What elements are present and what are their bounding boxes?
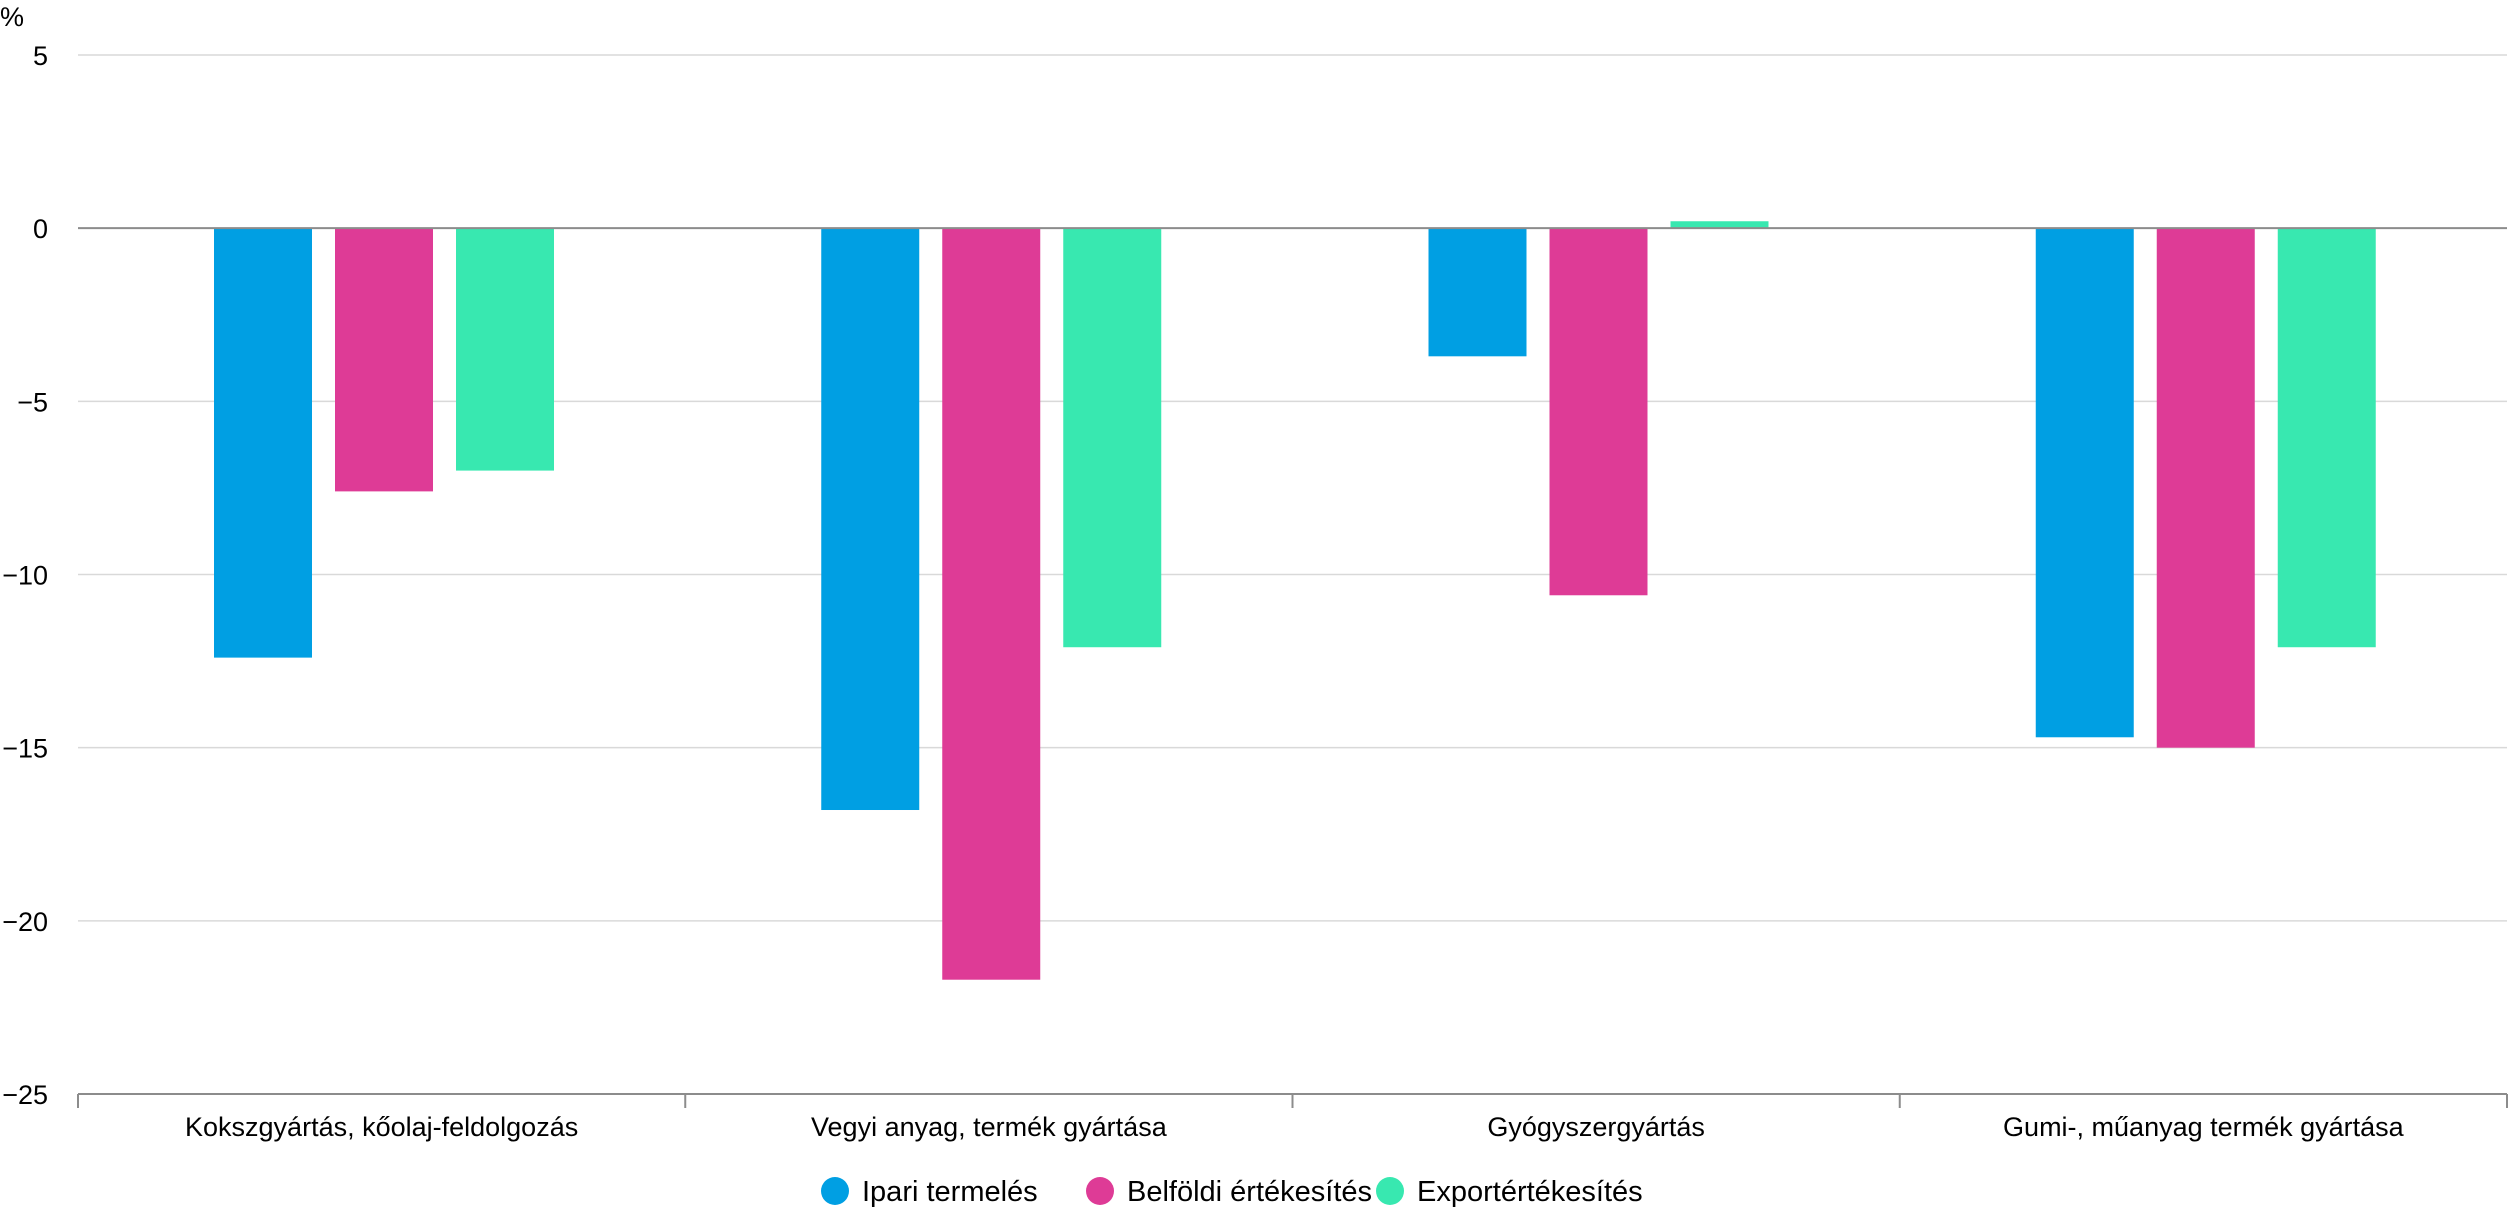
bar bbox=[1428, 228, 1527, 357]
grid-lines bbox=[78, 54, 2507, 922]
bar bbox=[1670, 221, 1769, 229]
y-tick-label: −15 bbox=[2, 734, 48, 764]
bar bbox=[456, 228, 554, 471]
legend-label: Exportértékesítés bbox=[1417, 1176, 1643, 1208]
legend-marker bbox=[1376, 1177, 1404, 1205]
legend-item[interactable]: Ipari termelés bbox=[821, 1176, 1038, 1208]
category-labels: Kokszgyártás, kőolaj-feldolgozás Vegyi an… bbox=[185, 1112, 2405, 1142]
category-label: Vegyi anyag, termék gyártása bbox=[811, 1112, 1168, 1142]
bar bbox=[2156, 228, 2255, 748]
bars bbox=[214, 221, 2376, 980]
y-unit-label: % bbox=[0, 2, 24, 32]
bar bbox=[335, 228, 433, 492]
legend-marker bbox=[821, 1177, 849, 1205]
y-tick-label: −5 bbox=[17, 387, 48, 417]
axes bbox=[77, 227, 2508, 1108]
legend-item[interactable]: Belföldi értékesítés bbox=[1086, 1176, 1372, 1208]
legend-label: Belföldi értékesítés bbox=[1127, 1176, 1372, 1208]
category-label: Gyógyszergyártás bbox=[1487, 1112, 1705, 1142]
category-label: Kokszgyártás, kőolaj-feldolgozás bbox=[185, 1112, 578, 1142]
y-tick-label: 5 bbox=[33, 41, 48, 71]
y-tick-labels: 5 0 −5 −10 −15 −20 −25 bbox=[2, 41, 48, 1110]
bar bbox=[1549, 228, 1648, 596]
legend: Ipari termelés Belföldi értékesítés Export… bbox=[821, 1176, 1643, 1208]
y-tick-label: −20 bbox=[2, 907, 48, 937]
legend-item[interactable]: Exportértékesítés bbox=[1376, 1176, 1643, 1208]
y-tick-label: 0 bbox=[33, 214, 48, 244]
y-tick-label: −25 bbox=[2, 1080, 48, 1110]
bar bbox=[2035, 228, 2134, 738]
category-label: Gumi-, műanyag termék gyártása bbox=[2003, 1112, 2405, 1142]
y-tick-label: −10 bbox=[2, 561, 48, 591]
bar bbox=[214, 228, 312, 658]
bar bbox=[942, 228, 1041, 980]
bar bbox=[821, 228, 920, 811]
legend-marker bbox=[1086, 1177, 1114, 1205]
bar bbox=[1063, 228, 1162, 648]
bar bbox=[2277, 228, 2376, 648]
legend-label: Ipari termelés bbox=[862, 1176, 1038, 1208]
